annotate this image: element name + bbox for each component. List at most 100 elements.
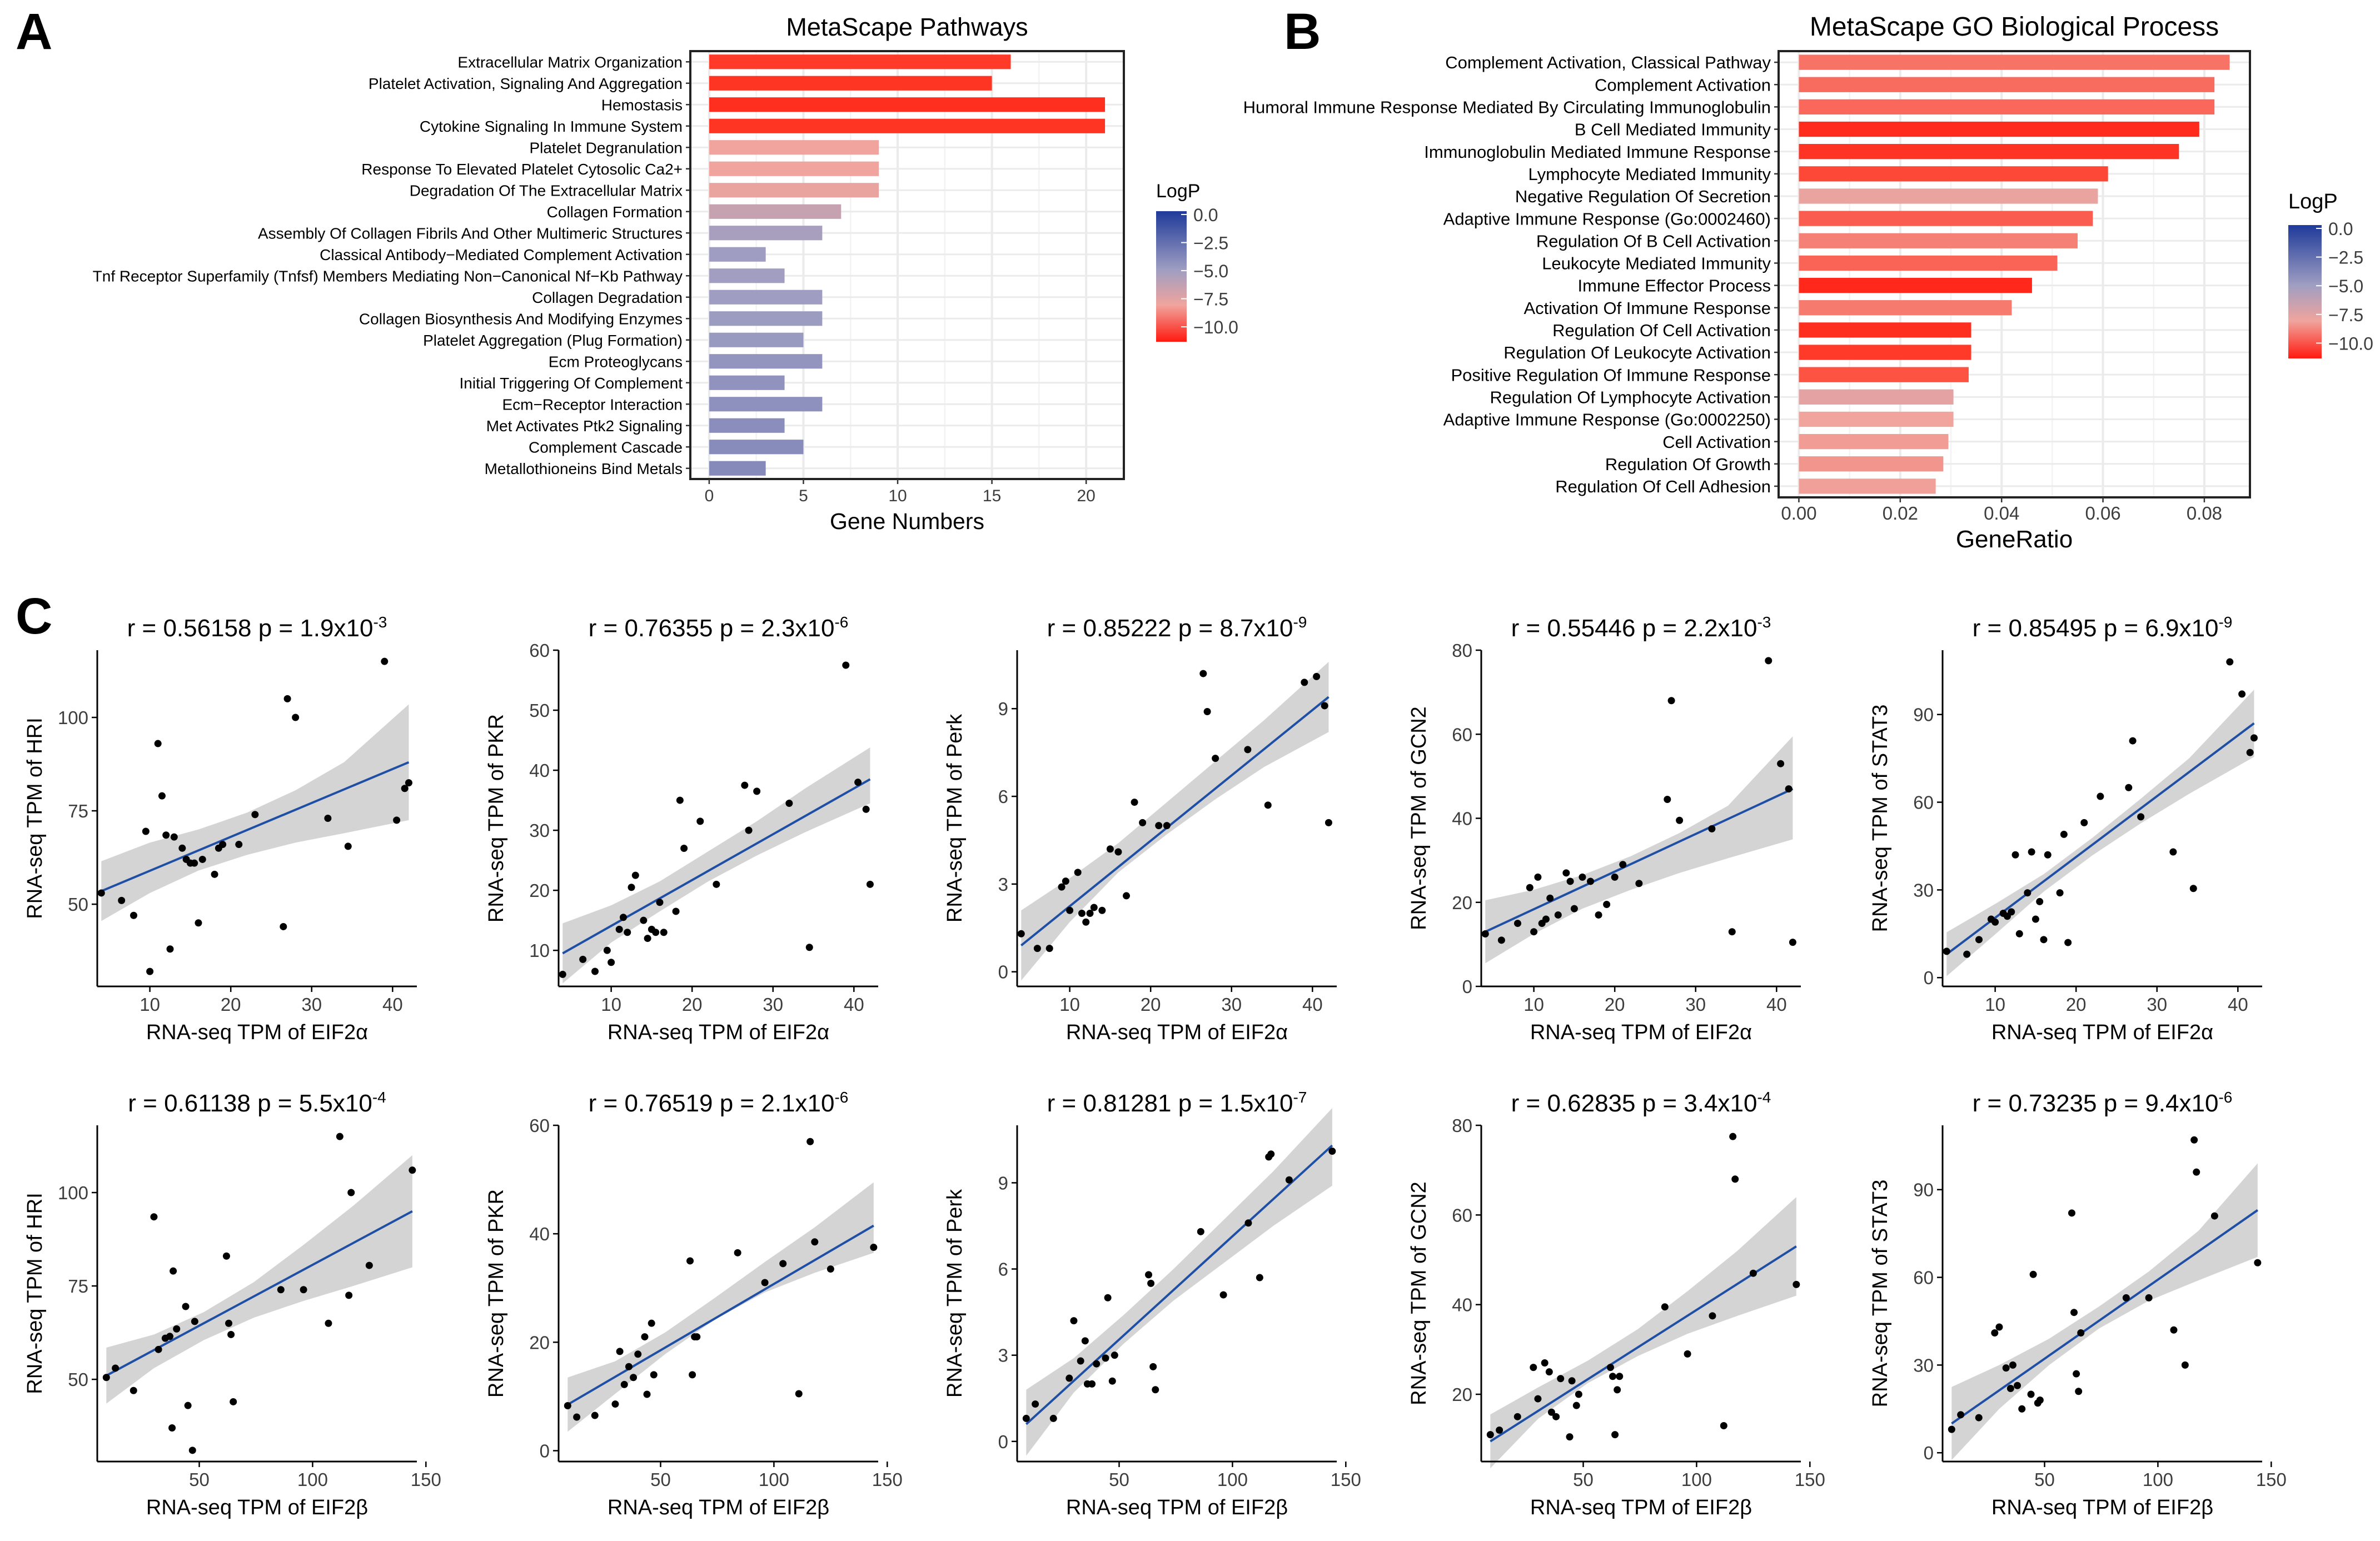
y-tick-label: 40: [529, 760, 550, 781]
data-point: [1321, 702, 1328, 710]
x-axis-label: GeneRatio: [1956, 526, 2073, 553]
stat-title: r = 0.61138 p = 5.5x10-4: [128, 1089, 386, 1117]
data-point: [1078, 909, 1086, 917]
category-label: Complement Cascade: [529, 438, 683, 456]
scatter-plot-c10: 50 100 150 0 30 60 90 r = 0.73235 p = 9.4x10-6 R…: [1869, 1089, 2287, 1519]
y-tick-label: 0: [1924, 968, 1934, 988]
bar-15: [709, 354, 823, 369]
data-point: [676, 796, 684, 804]
data-point: [1614, 1386, 1621, 1394]
data-point: [2060, 830, 2068, 838]
stat-title: r = 0.85222 p = 8.7x10-9: [1047, 614, 1307, 642]
p-value-exponent: -6: [834, 614, 848, 631]
data-point: [616, 1348, 624, 1355]
category-label: Immune Effector Process: [1578, 276, 1771, 296]
data-point: [336, 1133, 343, 1140]
bar-1: [709, 54, 1011, 69]
data-point: [1616, 1373, 1624, 1380]
data-point: [2122, 1294, 2130, 1301]
category-label: B Cell Mediated Immunity: [1575, 120, 1771, 139]
stat-title-main: r = 0.85495 p = 6.9x10: [1973, 615, 2219, 642]
confidence-band: [1946, 690, 2254, 976]
data-point: [1777, 760, 1785, 767]
data-point: [2028, 848, 2035, 856]
data-point: [779, 1260, 787, 1268]
x-axis-label: RNA-seq TPM of EIF2α: [1066, 1021, 1288, 1044]
logp-legend-b: LogP 0.0 −2.5 −5.0 −7.5 −10.0: [2288, 190, 2373, 358]
bar-20: [1799, 478, 1936, 494]
x-tick-label: 10: [1985, 994, 2005, 1015]
data-point: [591, 1412, 599, 1419]
confidence-band: [1951, 1163, 2258, 1460]
y-tick-label: 80: [1452, 1115, 1472, 1136]
x-tick-label: 20: [682, 994, 703, 1015]
data-point: [1995, 1323, 2003, 1331]
data-point: [1566, 1433, 1574, 1441]
data-point: [2254, 1259, 2262, 1266]
regression-line: [1490, 1245, 1797, 1443]
data-point: [222, 1252, 230, 1260]
data-point: [870, 1244, 878, 1251]
data-point: [1082, 918, 1090, 926]
y-tick-label: 90: [1913, 705, 1934, 725]
x-tick-label: 150: [2256, 1469, 2287, 1490]
data-point: [579, 955, 587, 963]
x-tick-label: 100: [297, 1469, 328, 1490]
data-point: [1285, 1176, 1293, 1184]
data-point: [1579, 873, 1586, 881]
bar-10: [709, 247, 766, 262]
data-point: [1045, 945, 1053, 952]
y-tick-label: 6: [998, 786, 1008, 807]
data-point: [1684, 1350, 1691, 1358]
data-point: [1546, 894, 1554, 902]
y-tick-label: 50: [68, 1369, 88, 1390]
data-point: [1708, 825, 1716, 832]
stat-title: r = 0.56158 p = 1.9x10-3: [127, 614, 387, 642]
bar-2: [1799, 77, 2215, 92]
data-point: [158, 792, 166, 800]
data-point: [1963, 950, 1971, 958]
y-tick-label: 100: [58, 707, 88, 728]
data-point: [1530, 1364, 1537, 1372]
data-point: [795, 1390, 803, 1398]
x-tick-label: 20: [221, 994, 241, 1015]
data-point: [615, 925, 623, 933]
category-label: Regulation Of B Cell Activation: [1536, 231, 1771, 251]
data-point: [1086, 909, 1094, 917]
data-point: [1619, 861, 1627, 869]
y-tick-label: 60: [529, 640, 550, 661]
data-point: [1267, 1150, 1275, 1158]
category-label: Adaptive Immune Response (Go:0002250): [1443, 410, 1771, 430]
data-point: [191, 1318, 198, 1325]
x-tick-label: 30: [1221, 994, 1242, 1015]
x-tick-label: 30: [1685, 994, 1706, 1015]
legend-tick-label: −2.5: [2328, 248, 2363, 268]
panel-letter-a: A: [16, 3, 52, 60]
x-tick-label: 40: [844, 994, 864, 1015]
data-point: [1114, 848, 1122, 856]
data-point: [166, 1333, 173, 1340]
x-tick-label: 20: [1141, 994, 1161, 1015]
data-point: [191, 859, 198, 867]
bar-13: [1799, 322, 1971, 338]
confidence-band: [106, 1155, 412, 1404]
data-point: [1542, 915, 1550, 923]
y-tick-label: 0: [540, 1440, 550, 1461]
data-point: [630, 1374, 638, 1382]
data-point: [643, 1390, 651, 1398]
x-axis-label: RNA-seq TPM of EIF2β: [1991, 1496, 2213, 1519]
data-point: [862, 805, 870, 813]
y-tick-label: 75: [68, 1276, 88, 1296]
data-point: [619, 914, 627, 921]
category-label: Humoral Immune Response Mediated By Circ…: [1243, 98, 1771, 117]
x-tick-label: 50: [1109, 1469, 1129, 1490]
y-tick-label: 20: [1452, 892, 1472, 913]
x-tick-label: 150: [411, 1469, 441, 1490]
data-point: [1720, 1422, 1727, 1429]
x-tick-label: 100: [1681, 1469, 1712, 1490]
data-point: [1104, 1294, 1112, 1301]
data-point: [230, 1398, 237, 1405]
bar-12: [709, 290, 823, 305]
stat-title-main: r = 0.76519 p = 2.1x10: [589, 1090, 835, 1117]
